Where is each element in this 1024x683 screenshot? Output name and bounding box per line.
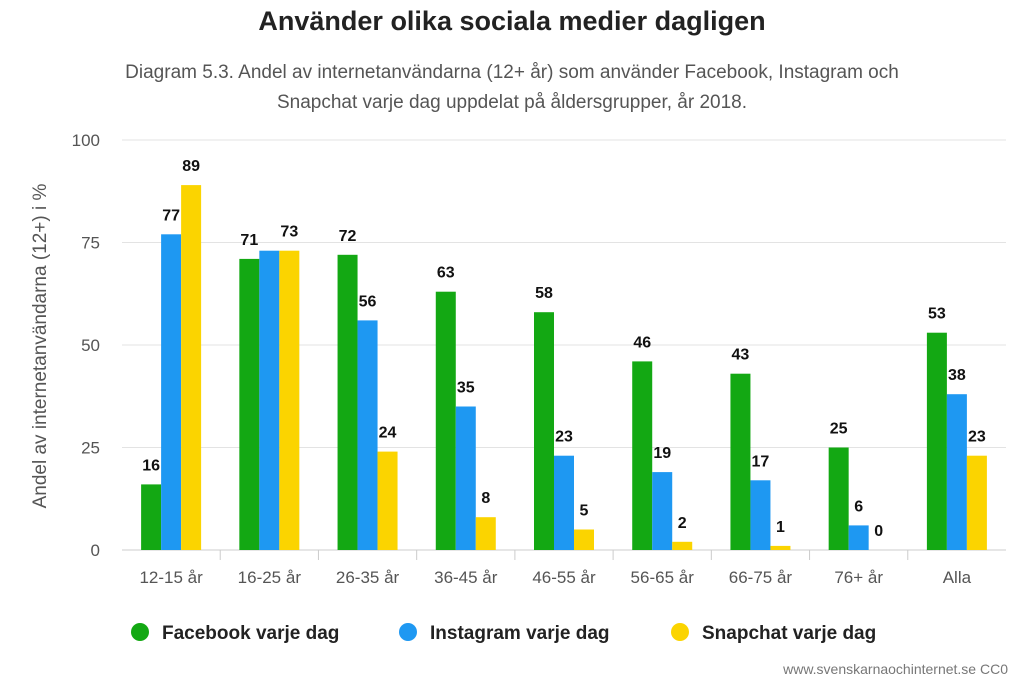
data-label: 23 xyxy=(555,429,573,446)
x-tick-label: 12-15 år xyxy=(139,568,203,587)
data-label: 35 xyxy=(457,380,475,397)
legend-label: Facebook varje dag xyxy=(162,623,339,644)
data-label: 5 xyxy=(580,503,589,520)
data-label: 56 xyxy=(359,293,377,310)
data-label: 8 xyxy=(481,490,490,507)
data-label: 17 xyxy=(752,453,770,470)
y-tick-label: 0 xyxy=(91,541,100,560)
bar xyxy=(357,320,378,550)
x-tick-label: 16-25 år xyxy=(238,568,302,587)
bar xyxy=(475,517,496,550)
y-tick-label: 75 xyxy=(81,234,100,253)
data-label: 16 xyxy=(142,457,160,474)
bar xyxy=(239,258,260,550)
bar xyxy=(279,250,300,550)
data-label: 25 xyxy=(830,421,848,438)
data-label: 73 xyxy=(280,224,298,241)
data-label: 24 xyxy=(379,425,397,442)
x-tick-label: 66-75 år xyxy=(729,568,793,587)
subtitle-line-2: Snapchat varje dag uppdelat på åldersgru… xyxy=(276,92,748,113)
data-label: 89 xyxy=(182,158,200,175)
chart-subtitle: Diagram 5.3. Andel av internetanvändarna… xyxy=(112,58,912,118)
bar xyxy=(181,185,202,550)
bar xyxy=(632,361,653,550)
data-label: 1 xyxy=(776,519,785,536)
x-tick-label: Alla xyxy=(943,568,972,587)
bar xyxy=(828,447,849,550)
bar xyxy=(259,250,280,550)
legend-swatch xyxy=(399,623,417,641)
data-label: 0 xyxy=(874,523,883,540)
x-tick-label: 46-55 år xyxy=(532,568,596,587)
y-axis-label: Andel av internetanvändarna (12+) i % xyxy=(30,184,51,509)
bar xyxy=(966,455,987,550)
legend-label: Snapchat varje dag xyxy=(702,623,876,644)
y-tick-label: 25 xyxy=(81,439,100,458)
data-label: 58 xyxy=(535,285,553,302)
x-tick-label: 36-45 år xyxy=(434,568,498,587)
bar xyxy=(946,394,967,550)
bar xyxy=(435,291,456,550)
x-tick-label: 56-65 år xyxy=(631,568,695,587)
legend-label: Instagram varje dag xyxy=(430,623,610,644)
data-label: 53 xyxy=(928,306,946,323)
data-label: 77 xyxy=(162,207,180,224)
bar xyxy=(652,472,673,550)
data-label: 72 xyxy=(339,228,357,245)
bar xyxy=(770,545,791,550)
bar xyxy=(750,480,771,550)
bar xyxy=(161,234,182,551)
data-label: 38 xyxy=(948,367,966,384)
bar xyxy=(574,529,594,550)
data-label: 43 xyxy=(732,347,750,364)
bar xyxy=(337,254,358,551)
y-tick-label: 50 xyxy=(81,336,100,355)
legend-swatch xyxy=(131,623,149,641)
legend-swatch xyxy=(671,623,689,641)
data-label: 71 xyxy=(240,232,258,249)
y-tick-label: 100 xyxy=(72,131,100,150)
data-label: 2 xyxy=(678,515,687,532)
data-label: 6 xyxy=(854,498,863,515)
bar xyxy=(141,484,162,550)
source-credit: www.svenskarnaochinternet.se CC0 xyxy=(783,661,1008,677)
chart-title: Använder olika sociala medier dagligen xyxy=(258,6,766,36)
data-label: 19 xyxy=(653,445,671,462)
subtitle-line-1: Diagram 5.3. Andel av internetanvändarna… xyxy=(125,62,899,83)
bar xyxy=(377,451,398,550)
x-tick-label: 76+ år xyxy=(834,568,883,587)
data-label: 23 xyxy=(968,429,986,446)
bar xyxy=(848,525,869,550)
bar xyxy=(926,332,947,550)
bar xyxy=(672,541,693,550)
data-label: 46 xyxy=(633,334,651,351)
bar xyxy=(455,406,476,550)
bar xyxy=(534,312,554,550)
bar xyxy=(554,455,574,550)
x-tick-label: 26-35 år xyxy=(336,568,400,587)
data-label: 63 xyxy=(437,265,455,282)
bar xyxy=(730,373,751,550)
